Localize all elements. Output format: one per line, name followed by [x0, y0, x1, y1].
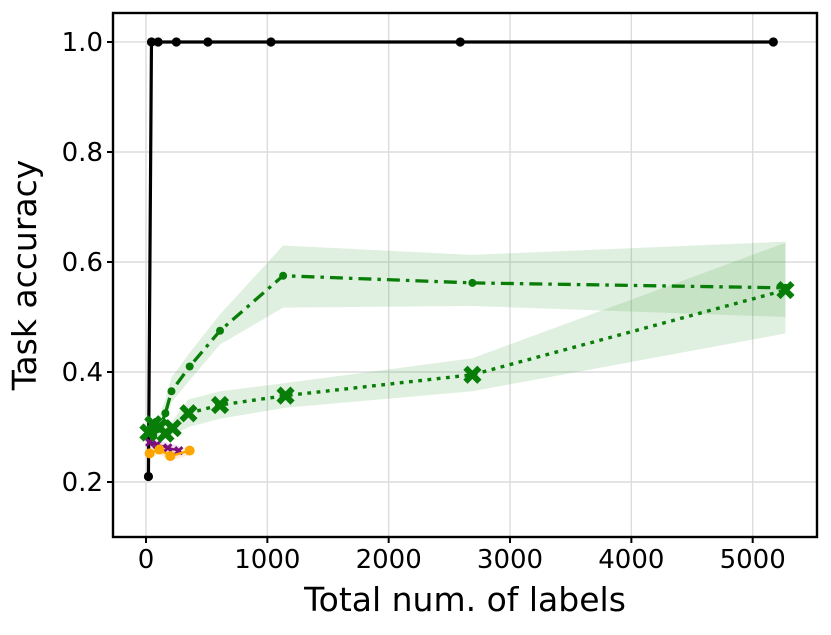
marker-black-solid-circles	[171, 37, 181, 47]
marker-orange-solid-circles	[144, 448, 155, 459]
plot-border	[111, 11, 819, 539]
marker-green-dashdot-circles	[185, 362, 194, 371]
band-green-dashdot-circles	[153, 241, 786, 441]
marker-black-solid-circles	[153, 37, 163, 47]
marker-green-dotted-X	[179, 404, 198, 423]
x-tick-label: 2000	[356, 545, 422, 575]
marker-green-dashdot-circles	[279, 271, 288, 280]
marker-black-solid-circles	[143, 471, 154, 482]
y-tick-label: 0.2	[62, 468, 103, 498]
marker-orange-solid-circles	[165, 451, 176, 462]
x-tick-label: 0	[138, 545, 155, 575]
marker-black-solid-circles	[266, 37, 276, 47]
y-axis-ticks: 0.2 0.4 0.6 0.8 1.0	[62, 28, 113, 498]
x-tick-label: 1000	[234, 545, 300, 575]
series-black-solid-circles	[143, 37, 778, 482]
series-orange-solid-circles	[144, 444, 195, 462]
marker-green-dashdot-circles	[167, 387, 176, 396]
marker-green-dashdot-circles	[216, 326, 225, 335]
y-axis-label: Task accuracy	[5, 160, 44, 392]
marker-black-solid-circles	[455, 37, 465, 47]
marker-purple-solid-x	[163, 443, 173, 453]
x-tick-label: 4000	[598, 545, 664, 575]
x-tick-label: 3000	[477, 545, 543, 575]
y-tick-label: 0.8	[62, 138, 103, 168]
band-green-dotted-X	[148, 242, 786, 440]
x-tick-label: 5000	[720, 545, 786, 575]
line-orange-solid-circles	[149, 448, 190, 458]
marker-orange-solid-circles	[154, 444, 165, 455]
marker-green-dotted-X	[276, 386, 295, 405]
marker-green-dotted-X	[163, 418, 182, 438]
marker-black-solid-circles	[768, 37, 778, 47]
marker-black-solid-circles	[146, 37, 157, 47]
confidence-bands	[148, 241, 786, 461]
marker-black-solid-circles	[203, 37, 213, 47]
x-axis-ticks: 0 1000 2000 3000 4000 5000	[138, 537, 786, 575]
y-tick-label: 0.4	[62, 358, 103, 388]
x-axis-label: Total num. of labels	[303, 580, 626, 619]
marker-green-dashdot-circles	[161, 409, 170, 418]
marker-green-dotted-X	[776, 280, 795, 300]
marker-orange-solid-circles	[184, 445, 195, 456]
marker-green-dashdot-circles	[468, 278, 477, 287]
y-tick-label: 0.6	[62, 248, 103, 278]
series-green-dotted-X	[139, 280, 795, 443]
y-tick-label: 1.0	[62, 28, 103, 58]
marker-green-dotted-X	[463, 365, 482, 384]
marker-green-dotted-X	[210, 395, 230, 415]
